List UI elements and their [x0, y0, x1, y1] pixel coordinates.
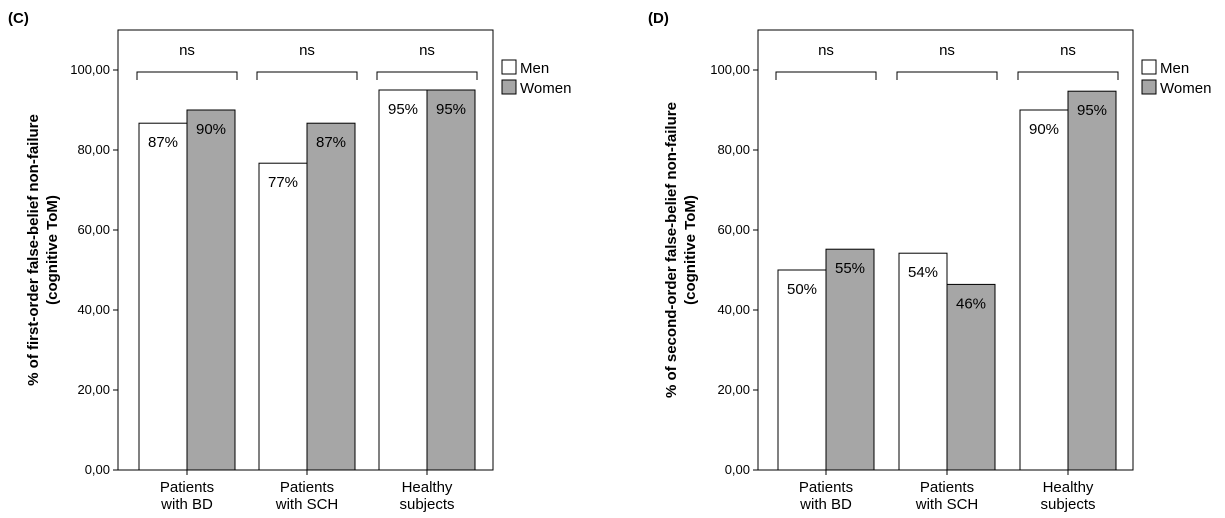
y-tick-label: 0,00	[85, 462, 110, 477]
y-tick-label: 80,00	[717, 142, 750, 157]
bar-data-label: 55%	[835, 260, 865, 277]
significance-label: ns	[1060, 42, 1076, 59]
bar-women	[946, 283, 996, 471]
y-tick-label: 40,00	[77, 302, 110, 317]
y-axis-label-line: (cognitive ToM)	[44, 195, 61, 305]
bar-women	[825, 248, 875, 471]
y-tick-label: 20,00	[717, 382, 750, 397]
y-axis-label-line: % of first-order false-belief non-failur…	[25, 114, 42, 386]
category-label-line: with SCH	[915, 496, 979, 513]
bar-men	[1019, 109, 1069, 471]
significance-label: ns	[818, 42, 834, 59]
legend-swatch-men	[501, 59, 517, 75]
bar-data-label: 90%	[1029, 121, 1059, 138]
significance-bracket	[1017, 71, 1119, 80]
significance-bracket	[256, 71, 358, 80]
panel-c-letter: (C)	[8, 10, 29, 27]
legend-label: Men	[1160, 60, 1189, 77]
category-label-line: subjects	[1040, 496, 1095, 513]
bar-data-label: 77%	[268, 174, 298, 191]
category-label-line: with SCH	[275, 496, 339, 513]
bar-women	[186, 109, 236, 471]
significance-bracket	[136, 71, 238, 80]
category-label-line: subjects	[399, 496, 454, 513]
y-tick-label: 100,00	[70, 62, 110, 77]
category-label-line: Patients	[160, 479, 214, 496]
bar-data-label: 50%	[787, 281, 817, 298]
bar-men	[378, 89, 428, 471]
bar-data-label: 95%	[436, 101, 466, 118]
bar-men	[138, 122, 188, 471]
category-label-line: Patients	[920, 479, 974, 496]
bar-women	[1067, 90, 1117, 471]
bar-data-label: 46%	[956, 295, 986, 312]
bar-men	[258, 162, 308, 471]
y-tick-label: 100,00	[710, 62, 750, 77]
significance-bracket	[376, 71, 478, 80]
legend-label: Men	[520, 60, 549, 77]
significance-label: ns	[299, 42, 315, 59]
y-tick-label: 0,00	[725, 462, 750, 477]
bar-data-label: 95%	[388, 101, 418, 118]
category-label-line: Patients	[280, 479, 334, 496]
legend-swatch-women	[501, 79, 517, 95]
y-axis-label-line: (cognitive ToM)	[682, 195, 699, 305]
bar-men	[777, 269, 827, 471]
legend-swatch-men	[1141, 59, 1157, 75]
bar-women	[306, 122, 356, 471]
bar-men	[898, 252, 948, 471]
bar-data-label: 54%	[908, 264, 938, 281]
significance-bracket	[896, 71, 998, 80]
bar-women	[426, 89, 476, 471]
legend-label: Women	[1160, 80, 1211, 97]
category-label-line: Healthy	[402, 479, 453, 496]
bar-data-label: 90%	[196, 121, 226, 138]
y-tick-label: 80,00	[77, 142, 110, 157]
y-axis-label-line: % of second-order false-belief non-failu…	[663, 102, 680, 398]
chart-panel-0: 0,00 20,00 40,00 60,00 80,00 100,00 % of first…	[25, 29, 571, 513]
category-label-line: with BD	[799, 496, 852, 513]
significance-label: ns	[939, 42, 955, 59]
chart-panel-1: 0,00 20,00 40,00 60,00 80,00 100,00 % of secon…	[663, 29, 1211, 513]
legend-swatch-women	[1141, 79, 1157, 95]
significance-label: ns	[179, 42, 195, 59]
y-tick-label: 20,00	[77, 382, 110, 397]
significance-bracket	[775, 71, 877, 80]
bar-data-label: 87%	[148, 134, 178, 151]
category-label-line: with BD	[160, 496, 213, 513]
category-label-line: Patients	[799, 479, 853, 496]
y-tick-label: 40,00	[717, 302, 750, 317]
legend-label: Women	[520, 80, 571, 97]
category-label-line: Healthy	[1043, 479, 1094, 496]
panel-d-letter: (D)	[648, 10, 669, 27]
y-tick-label: 60,00	[77, 222, 110, 237]
significance-label: ns	[419, 42, 435, 59]
y-tick-label: 60,00	[717, 222, 750, 237]
bar-data-label: 87%	[316, 134, 346, 151]
bar-data-label: 95%	[1077, 102, 1107, 119]
